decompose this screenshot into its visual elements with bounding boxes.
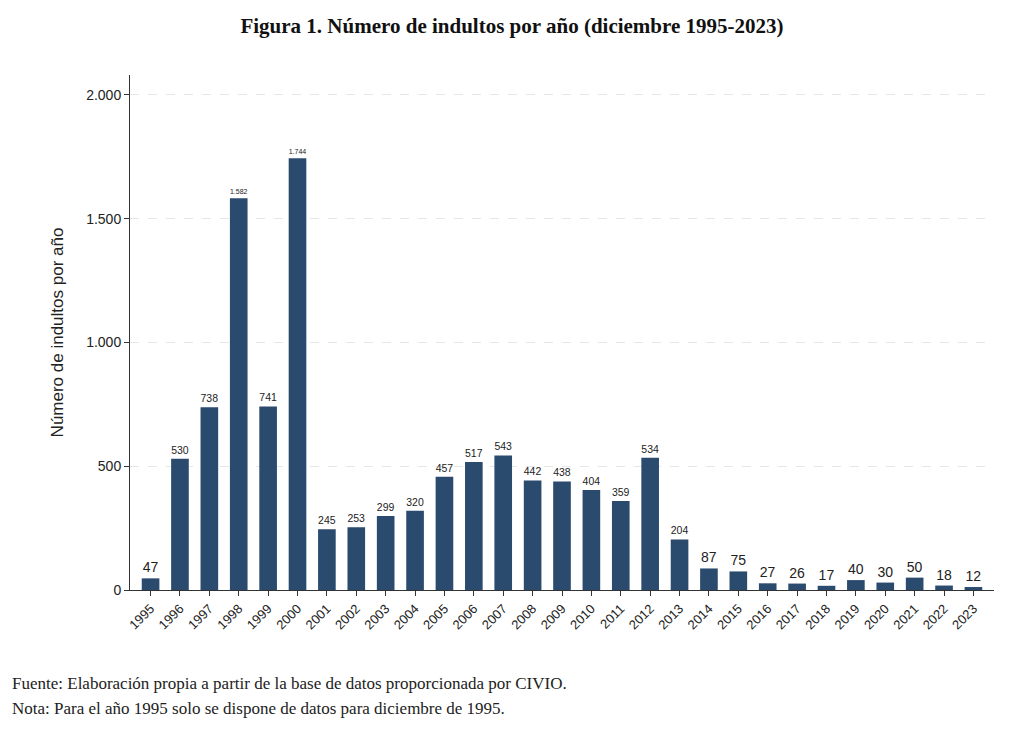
svg-text:2003: 2003 xyxy=(361,601,392,632)
svg-text:2010: 2010 xyxy=(567,601,598,632)
svg-text:2015: 2015 xyxy=(714,601,745,632)
svg-text:1998: 1998 xyxy=(214,601,245,632)
svg-text:1.582: 1.582 xyxy=(230,188,248,195)
svg-text:299: 299 xyxy=(377,502,395,513)
svg-text:18: 18 xyxy=(936,567,952,583)
svg-text:534: 534 xyxy=(641,444,659,455)
svg-text:26: 26 xyxy=(789,565,805,581)
svg-text:2020: 2020 xyxy=(861,601,892,632)
svg-text:2017: 2017 xyxy=(773,601,804,632)
svg-text:741: 741 xyxy=(259,392,277,403)
svg-text:2004: 2004 xyxy=(391,601,422,632)
svg-text:50: 50 xyxy=(907,559,923,575)
svg-text:245: 245 xyxy=(318,515,336,526)
svg-text:2000: 2000 xyxy=(273,601,304,632)
svg-text:2005: 2005 xyxy=(420,601,451,632)
svg-text:2016: 2016 xyxy=(743,601,774,632)
svg-text:517: 517 xyxy=(465,448,483,459)
svg-text:2023: 2023 xyxy=(949,601,980,632)
svg-text:738: 738 xyxy=(201,393,219,404)
svg-text:530: 530 xyxy=(171,445,189,456)
svg-text:438: 438 xyxy=(553,467,571,478)
svg-text:2012: 2012 xyxy=(626,601,657,632)
svg-text:1.000: 1.000 xyxy=(86,334,121,350)
svg-text:2011: 2011 xyxy=(597,601,627,631)
svg-text:2.000: 2.000 xyxy=(86,87,121,103)
svg-text:2006: 2006 xyxy=(450,601,481,632)
svg-text:2014: 2014 xyxy=(685,601,716,632)
svg-text:2022: 2022 xyxy=(920,601,951,632)
svg-text:1996: 1996 xyxy=(156,601,187,632)
svg-text:2007: 2007 xyxy=(479,601,510,632)
svg-text:2013: 2013 xyxy=(655,601,686,632)
svg-text:2019: 2019 xyxy=(832,601,863,632)
svg-text:320: 320 xyxy=(406,497,424,508)
svg-text:2002: 2002 xyxy=(332,601,363,632)
svg-text:Figura 1. Número de indultos p: Figura 1. Número de indultos por año (di… xyxy=(240,14,783,38)
svg-text:404: 404 xyxy=(583,476,601,487)
svg-text:2008: 2008 xyxy=(508,601,539,632)
svg-text:442: 442 xyxy=(524,466,542,477)
svg-text:543: 543 xyxy=(494,441,512,452)
svg-text:47: 47 xyxy=(143,559,159,575)
svg-text:Fuente: Elaboración propia a p: Fuente: Elaboración propia a partir de l… xyxy=(12,674,567,693)
svg-text:1.744: 1.744 xyxy=(289,148,307,155)
svg-text:253: 253 xyxy=(347,513,365,524)
svg-text:17: 17 xyxy=(819,567,835,583)
svg-text:27: 27 xyxy=(760,564,776,580)
svg-text:0: 0 xyxy=(113,582,121,598)
svg-text:2021: 2021 xyxy=(890,601,921,632)
svg-text:2001: 2001 xyxy=(303,601,334,632)
svg-text:1.500: 1.500 xyxy=(86,211,121,227)
svg-text:1999: 1999 xyxy=(244,601,275,632)
svg-text:87: 87 xyxy=(701,549,717,565)
svg-text:2009: 2009 xyxy=(538,601,569,632)
svg-text:457: 457 xyxy=(436,463,454,474)
svg-text:2018: 2018 xyxy=(802,601,833,632)
svg-text:1997: 1997 xyxy=(185,601,216,632)
svg-text:30: 30 xyxy=(877,564,893,580)
svg-text:75: 75 xyxy=(730,552,746,568)
svg-text:204: 204 xyxy=(671,525,689,536)
svg-text:500: 500 xyxy=(98,458,122,474)
svg-text:359: 359 xyxy=(612,487,630,498)
svg-text:Nota: Para el año 1995 solo se: Nota: Para el año 1995 solo se dispone d… xyxy=(12,699,505,718)
svg-text:12: 12 xyxy=(966,568,982,584)
svg-text:1995: 1995 xyxy=(126,601,157,632)
svg-text:Número de indultos por año: Número de indultos por año xyxy=(48,228,67,438)
svg-text:40: 40 xyxy=(848,561,864,577)
